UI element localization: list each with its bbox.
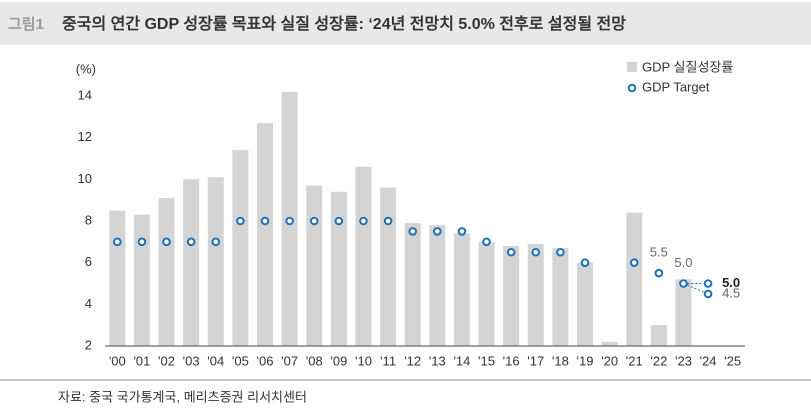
target-marker xyxy=(679,279,688,288)
target-marker xyxy=(457,227,467,236)
target-marker xyxy=(556,247,565,257)
x-tick-label: '19 xyxy=(577,353,594,368)
target-marker xyxy=(654,268,664,278)
target-marker xyxy=(482,237,491,247)
target-marker xyxy=(309,216,319,226)
y-unit: (%) xyxy=(76,61,96,76)
legend-label: GDP 실질성장률 xyxy=(642,59,733,74)
target-marker xyxy=(285,216,294,226)
x-tick-label: '15 xyxy=(478,353,495,368)
target-marker xyxy=(383,216,393,226)
legend-swatch xyxy=(627,62,637,72)
bar xyxy=(306,185,323,346)
target-marker xyxy=(260,216,270,226)
bar xyxy=(183,179,200,346)
x-tick-label: '20 xyxy=(601,353,618,368)
target-marker xyxy=(113,237,122,247)
bar xyxy=(109,210,126,346)
source: 자료: 중국 국가통계국, 메리츠증권 리서치센터 xyxy=(58,389,307,404)
x-tick-label: '16 xyxy=(503,353,520,368)
x-tick-label: '03 xyxy=(183,353,200,368)
target-marker xyxy=(531,247,541,257)
x-tick-label: '11 xyxy=(380,353,396,368)
x-tick-label: '08 xyxy=(306,353,323,368)
bar xyxy=(158,198,175,346)
bar xyxy=(453,233,470,346)
target-marker xyxy=(629,258,639,267)
x-tick-label: '25 xyxy=(724,353,741,368)
projection-link xyxy=(683,283,709,295)
value-label: 5.5 xyxy=(650,245,668,260)
legend-label: GDP Target xyxy=(642,79,710,94)
x-tick-label: '13 xyxy=(429,353,446,368)
bar xyxy=(380,187,397,346)
target-marker xyxy=(162,237,171,247)
y-tick-label: 2 xyxy=(85,337,92,352)
bar xyxy=(207,177,224,346)
bar xyxy=(257,123,273,346)
x-tick-label: '24 xyxy=(700,353,717,368)
x-tick-label: '06 xyxy=(257,353,274,368)
value-label: 5.0 xyxy=(722,275,740,290)
x-tick-label: '18 xyxy=(552,353,569,368)
x-tick-label: '14 xyxy=(453,353,470,368)
x-tick-label: '02 xyxy=(158,353,175,368)
legend-swatch xyxy=(627,83,637,93)
bar xyxy=(355,166,372,346)
x-tick-label: '12 xyxy=(404,353,421,368)
x-tick-label: '01 xyxy=(133,353,150,368)
bar xyxy=(675,279,692,346)
bar xyxy=(626,212,643,346)
x-tick-label: '23 xyxy=(675,353,692,368)
target-marker xyxy=(703,289,713,299)
y-tick-label: 8 xyxy=(85,212,92,227)
y-tick-label: 10 xyxy=(78,171,92,186)
x-tick-label: '04 xyxy=(207,353,224,368)
bar xyxy=(650,325,667,346)
value-label: 4.5 xyxy=(722,285,740,300)
target-marker xyxy=(186,237,196,247)
chart-title: 중국의 연간 GDP 성장률 목표와 실질 성장률: ‘24년 전망치 5.0%… xyxy=(62,14,626,33)
bar xyxy=(404,223,421,346)
bar xyxy=(577,262,593,346)
x-tick-label: '21 xyxy=(626,353,643,368)
x-tick-label: '10 xyxy=(355,353,372,368)
bar xyxy=(330,191,347,346)
target-marker xyxy=(703,279,713,288)
target-marker xyxy=(137,237,147,247)
x-tick-label: '00 xyxy=(109,353,126,368)
x-tick-label: '17 xyxy=(527,353,544,368)
x-tick-label: '22 xyxy=(650,353,667,368)
target-marker xyxy=(433,227,442,236)
bar xyxy=(552,248,569,346)
bar xyxy=(232,150,249,346)
target-marker xyxy=(359,216,368,226)
target-marker xyxy=(334,216,344,226)
target-marker xyxy=(408,227,417,236)
bar xyxy=(601,341,618,346)
y-tick-label: 4 xyxy=(85,296,92,311)
x-tick-label: '07 xyxy=(281,353,298,368)
bar xyxy=(133,214,150,346)
target-marker xyxy=(580,258,590,267)
title-bar xyxy=(0,2,811,45)
bar xyxy=(429,225,446,346)
y-tick-label: 6 xyxy=(85,254,92,269)
bar xyxy=(478,241,495,346)
target-marker xyxy=(506,247,516,257)
bar xyxy=(503,246,520,346)
target-marker xyxy=(236,216,245,226)
y-tick-label: 12 xyxy=(78,129,92,144)
value-label: 5.0 xyxy=(674,255,692,270)
y-tick-label: 14 xyxy=(78,87,92,102)
bar xyxy=(527,243,544,346)
x-tick-label: '09 xyxy=(330,353,347,368)
target-marker xyxy=(211,237,221,247)
figure-label: 그림1 xyxy=(8,15,44,33)
x-tick-label: '05 xyxy=(232,353,249,368)
